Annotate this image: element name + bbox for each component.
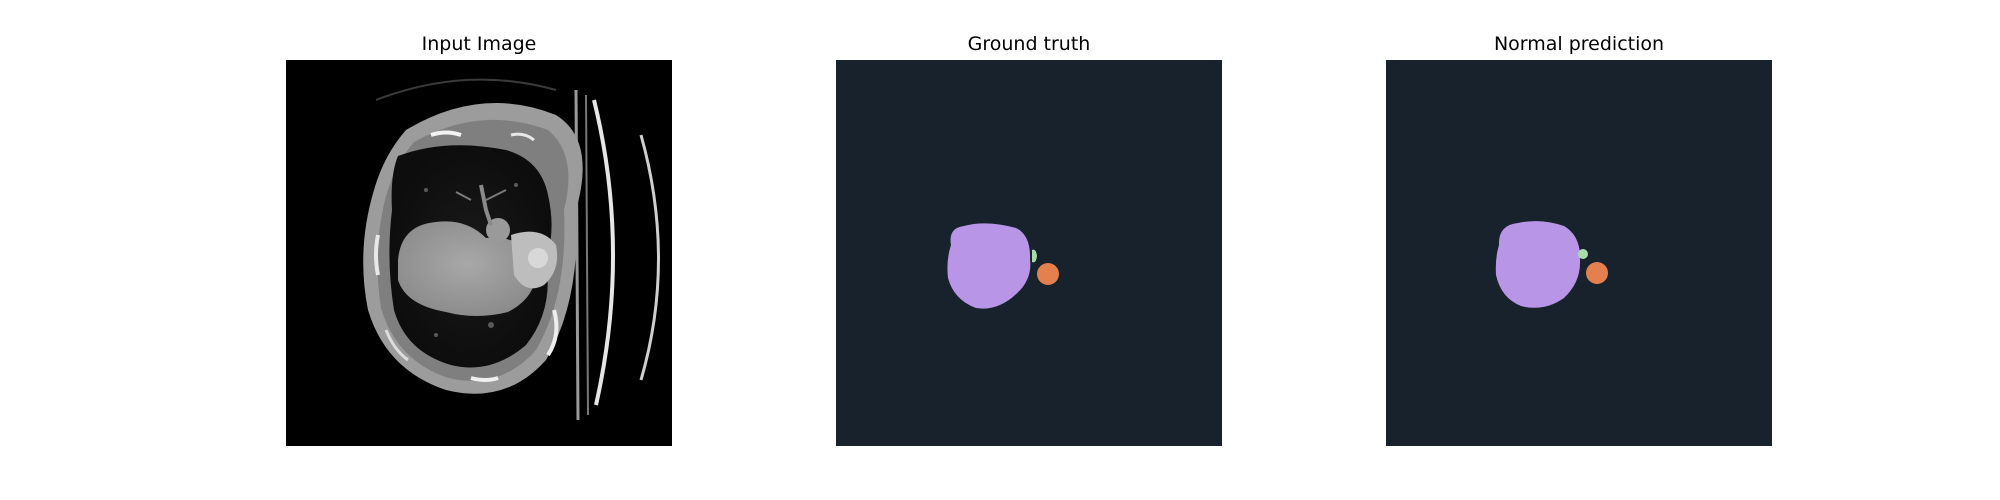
rib-top xyxy=(430,130,462,137)
rib-top-right xyxy=(510,132,535,142)
rib-left xyxy=(374,234,380,276)
rib-right xyxy=(546,309,559,357)
ground-truth-title: Ground truth xyxy=(967,33,1091,55)
normal-prediction-title: Normal prediction xyxy=(1493,33,1665,55)
rib-left-2 xyxy=(384,329,409,362)
scanner-table-arc-outer xyxy=(639,134,660,381)
input-image-panel: Input Image xyxy=(286,32,672,446)
vessel-branch-2 xyxy=(485,189,507,201)
rib-bottom xyxy=(470,376,499,382)
normal-prediction-panel: Normal prediction xyxy=(1386,32,1772,446)
segment-small xyxy=(1578,249,1588,259)
vertebra xyxy=(528,248,548,268)
lung-vessel-dot xyxy=(488,322,494,328)
lung-vessel-dot xyxy=(434,333,438,337)
scanner-rail-2 xyxy=(585,94,589,416)
segment-small xyxy=(1032,249,1037,263)
segment-vessel xyxy=(1037,263,1059,285)
ground-truth-mask xyxy=(836,60,1222,446)
vessel-branch xyxy=(479,184,493,226)
segment-vessel xyxy=(1586,262,1608,284)
ct-scan-image xyxy=(286,60,672,446)
lung-vessel-dot xyxy=(514,183,518,187)
lung-vessel-dot xyxy=(424,188,428,192)
scanner-table-arc xyxy=(592,99,615,406)
input-image-title: Input Image xyxy=(421,33,537,55)
ground-truth-panel: Ground truth xyxy=(836,32,1222,446)
faint-arc xyxy=(375,78,557,101)
segment-heart xyxy=(1495,221,1581,308)
segment-heart xyxy=(947,223,1031,309)
vessel-branch-3 xyxy=(455,191,472,201)
prediction-mask xyxy=(1386,60,1772,446)
heart-shape xyxy=(398,221,537,316)
